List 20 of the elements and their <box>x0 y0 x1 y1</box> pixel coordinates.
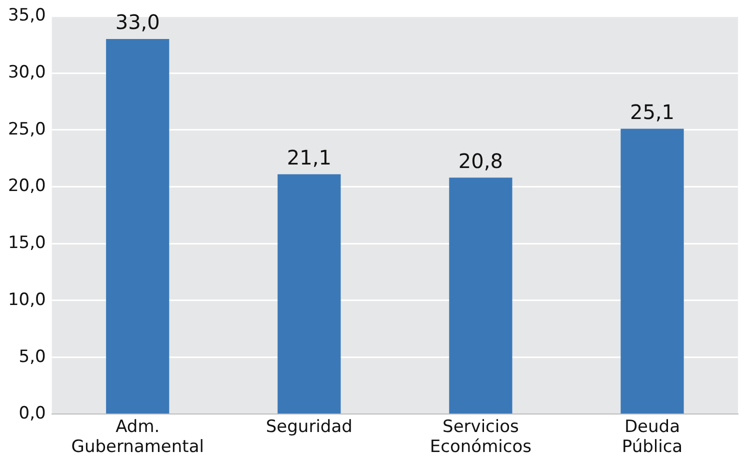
y-tick-label: 35,0 <box>8 6 46 26</box>
bar <box>449 178 512 414</box>
x-tick-label: Deuda Pública <box>622 416 683 458</box>
data-label: 21,1 <box>286 145 332 170</box>
y-tick-label: 0,0 <box>18 404 46 424</box>
x-tick-label: Adm. Gubernamental <box>71 416 204 458</box>
y-tick-label: 30,0 <box>8 62 46 82</box>
data-label: 33,0 <box>115 10 160 34</box>
data-label: 25,1 <box>630 100 674 124</box>
bar <box>620 128 684 414</box>
y-tick-label: 20,0 <box>8 176 46 196</box>
y-tick-label: 5,0 <box>18 346 46 367</box>
x-tick-label: Servicios Económicos <box>430 416 532 458</box>
y-tick-label: 15,0 <box>8 233 46 254</box>
data-label: 20,8 <box>458 148 503 173</box>
bar <box>106 38 170 414</box>
bar <box>278 174 341 414</box>
x-tick-label: Seguridad <box>266 416 352 437</box>
y-tick-label: 10,0 <box>8 290 46 310</box>
y-tick-label: 25,0 <box>8 119 46 140</box>
